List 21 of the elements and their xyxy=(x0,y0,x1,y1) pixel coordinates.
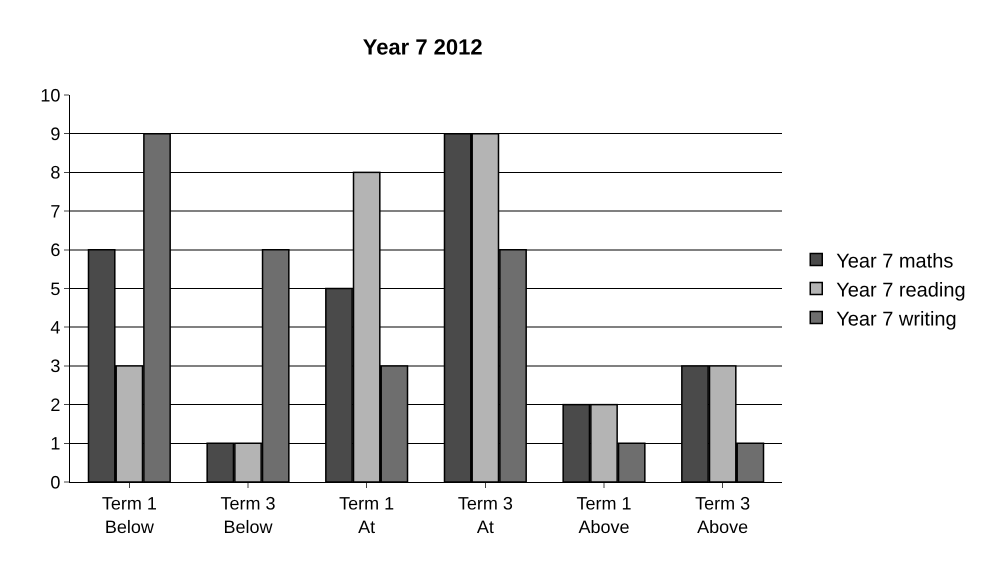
x-tick-label: Term 3 Below xyxy=(220,494,276,537)
y-tick-label: 9 xyxy=(50,124,60,144)
y-tick-label: 10 xyxy=(40,85,60,106)
legend-label: Year 7 reading xyxy=(836,279,966,302)
y-tick-label: 7 xyxy=(50,201,60,222)
x-tick-label: Term 3 Above xyxy=(695,494,750,537)
legend-label: Year 7 writing xyxy=(836,308,957,330)
y-tick-label: 4 xyxy=(50,318,60,338)
x-tick-label: Term 3 At xyxy=(458,494,513,537)
chart-title: Year 7 2012 xyxy=(362,34,483,60)
y-tick-label: 1 xyxy=(50,434,60,454)
x-tick-label: Term 1 Above xyxy=(576,494,632,537)
y-tick-label: 0 xyxy=(50,472,60,492)
y-tick-label: 6 xyxy=(50,240,60,260)
legend-label: Year 7 maths xyxy=(836,250,954,272)
x-tick-label: Term 1 Below xyxy=(102,494,157,537)
y-tick-label: 5 xyxy=(50,278,60,299)
y-tick-label: 3 xyxy=(50,356,60,376)
y-tick-label: 8 xyxy=(50,162,60,183)
x-tick-label: Term 1 At xyxy=(339,494,394,537)
y-tick-label: 2 xyxy=(50,394,60,415)
